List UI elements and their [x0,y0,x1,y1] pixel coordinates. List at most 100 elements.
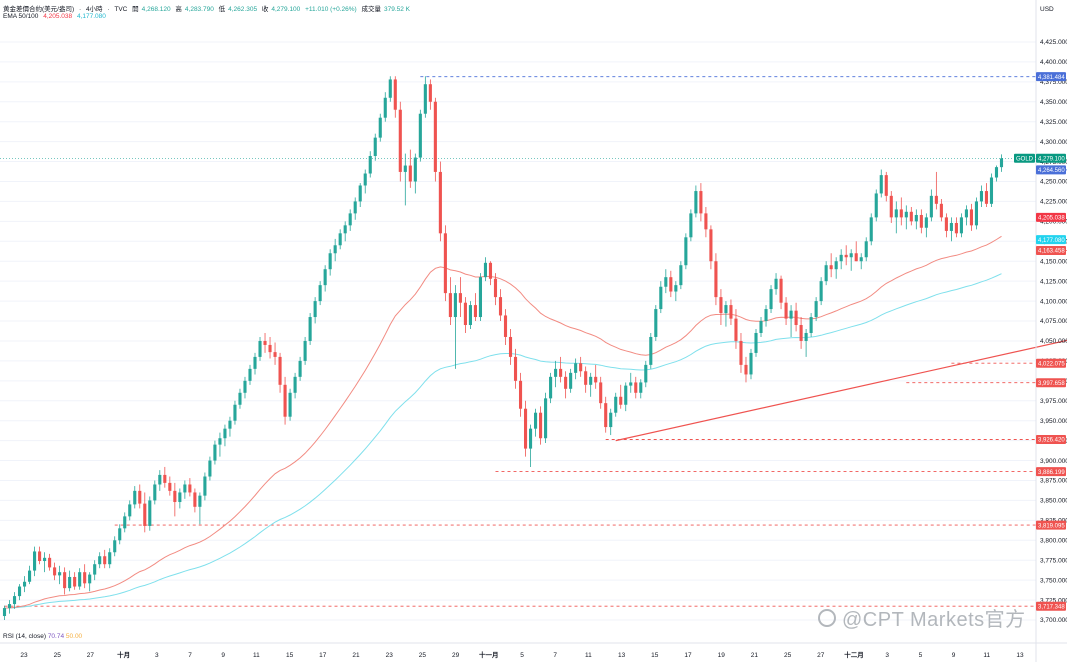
candle [33,546,37,577]
candle-body [949,222,953,231]
candle-body [694,191,698,214]
candle [874,189,878,222]
candle-body [744,364,748,375]
candle [739,332,743,373]
time-tick-label: 11 [585,652,592,659]
candle [604,396,608,433]
candle [458,277,462,318]
candle [779,275,783,310]
high-value: 4,283.790 [184,6,214,13]
candle [669,270,673,298]
time-axis[interactable]: 23 25 27 十月 3 7 9 11 15 17 21 23 25 29 十一月 5 7 11 13 15 17 19… [0,642,1067,659]
candle [844,245,848,266]
candle [929,189,933,222]
time-tick-label: 13 [618,652,626,659]
price-badge-text: 4,177.080 [1038,238,1065,244]
candle [554,360,558,388]
candle-body [869,217,873,242]
price-tick-label: 4,150.000 [1040,258,1067,265]
candle-body [774,278,778,290]
candle-body [984,191,989,204]
candle [744,356,748,383]
candle [569,368,573,393]
currency-label: USD [1040,6,1054,13]
time-tick-label: 23 [386,652,394,659]
brand-logo-icon [818,609,836,627]
candle [233,400,237,425]
candlesticks [2,76,1004,621]
low-value: 4,262.305 [228,6,258,13]
candle-body [914,214,918,222]
candle-body [38,551,42,562]
time-tick-label: 5 [520,652,524,659]
rsi-label[interactable]: RSI (14, close) [3,633,46,640]
candle [93,560,97,581]
time-tick-label: 19 [718,652,726,659]
candle [854,241,858,262]
candle [68,570,72,592]
candle-body [639,382,643,393]
candle [518,372,523,417]
price-tick-label: 3,900.000 [1040,458,1067,465]
candle [38,546,42,565]
candle-body [714,261,718,298]
time-tick-label: 13 [1016,652,1024,659]
candle-body [584,371,588,385]
candle [839,249,843,270]
candle [493,273,498,306]
candle-body [493,278,498,298]
candle [729,299,733,326]
candle-body [323,269,327,286]
candle [328,249,332,276]
candle-body [12,596,17,605]
candle [188,478,192,497]
candle [949,217,953,242]
candle-body [93,564,97,575]
candle-body [313,301,317,318]
candle [198,492,202,525]
time-tick-label: 23 [20,652,28,659]
candle-body [413,157,417,182]
candle [834,257,838,279]
candle-body [699,191,703,214]
candle [649,332,653,369]
candle [644,360,648,388]
candle [78,568,82,590]
candle [674,281,678,302]
symbol-legend: 黄金差價合約(美元/盎司) · 4小時 · TVC 開 4,268.120 高 4,… [3,6,411,13]
candle [98,552,102,569]
price-badge-support: 4,163.458 [1036,245,1066,255]
candle [914,209,918,230]
candle [999,154,1004,172]
price-tick-label: 4,400.000 [1040,59,1067,66]
candle [989,173,994,208]
candle [48,553,52,571]
symbol-title[interactable]: 黄金差價合約(美元/盎司) [3,6,75,13]
price-axis[interactable]: USD 4,425.000 4,400.000 4,375.000 4,350.000 4… [1035,0,1067,662]
price-badge-text: 4,163.458 [1038,249,1065,255]
candle-body [393,79,397,110]
price-badge-ema50: 4,205.038 [1036,212,1066,222]
candle [303,336,307,365]
candle-body [268,344,272,353]
candle-body [133,490,137,505]
candle-body [288,392,292,417]
ema-label[interactable]: EMA 50/100 [3,13,39,20]
candle [353,197,357,220]
time-tick-label: 11 [253,652,260,659]
candle-body [849,253,853,258]
candle [679,261,683,290]
candle-body [83,572,87,584]
candle [699,183,703,222]
interval-label[interactable]: 4小時 [85,6,103,13]
candle-body [338,233,342,246]
trendline[interactable] [615,292,1067,442]
candle-body [909,211,913,222]
candle-body [408,165,412,182]
candle-body [403,165,407,172]
candle-body [498,297,503,316]
price-tick-label: 3,950.000 [1040,418,1067,425]
candle [388,76,392,102]
candle [939,199,943,222]
